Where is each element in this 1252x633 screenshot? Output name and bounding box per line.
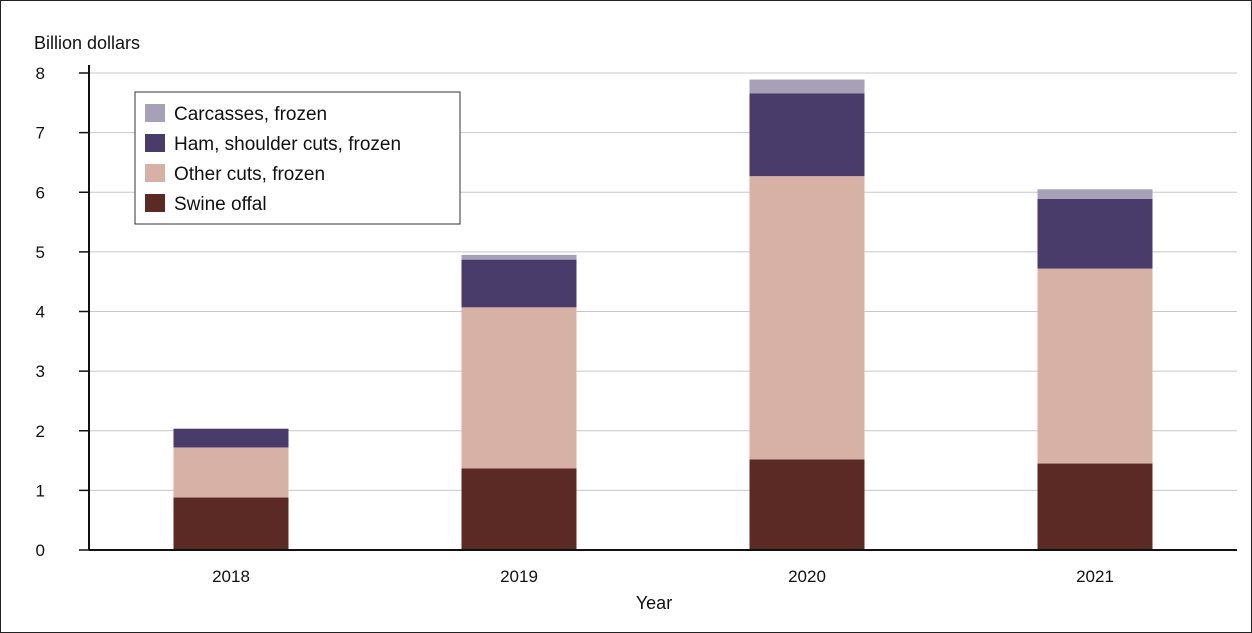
- bar-2019-ham-shoulder-cuts-frozen: [461, 259, 577, 308]
- y-tick-label-4: 4: [36, 303, 45, 322]
- x-axis-title: Year: [636, 593, 672, 613]
- x-tick-label-2018: 2018: [212, 567, 250, 586]
- y-tick-label-7: 7: [36, 124, 45, 143]
- legend: Carcasses, frozen Ham, shoulder cuts, fro…: [134, 91, 461, 225]
- y-tick-label-3: 3: [36, 362, 45, 381]
- x-tick-labels: 2018 2019 2020 2021: [212, 567, 1114, 586]
- legend-swatch-other-cuts-frozen: [145, 164, 165, 182]
- y-tick-label-1: 1: [36, 481, 45, 500]
- bar-2018-swine-offal: [173, 497, 289, 550]
- bar-2019-carcasses-frozen: [461, 254, 577, 260]
- legend-swatch-ham-shoulder-cuts-frozen: [145, 134, 165, 152]
- bar-2020-carcasses-frozen: [749, 79, 865, 94]
- y-tick-labels: 0 1 2 3 4 5 6 7 8: [36, 64, 89, 560]
- axes: [88, 65, 1237, 551]
- legend-label-swine-offal: Swine offal: [174, 194, 267, 215]
- y-tick-label-6: 6: [36, 183, 45, 202]
- legend-label-carcasses-frozen: Carcasses, frozen: [174, 104, 327, 125]
- bar-2018-ham-shoulder-cuts-frozen: [173, 428, 289, 448]
- bars: [173, 79, 1153, 550]
- bar-2021-other-cuts-frozen: [1037, 268, 1153, 464]
- legend-label-other-cuts-frozen: Other cuts, frozen: [174, 164, 325, 185]
- bar-2020-other-cuts-frozen: [749, 176, 865, 460]
- legend-swatch-carcasses-frozen: [145, 104, 165, 122]
- y-tick-label-2: 2: [36, 422, 45, 441]
- x-tick-label-2021: 2021: [1076, 567, 1114, 586]
- y-tick-label-8: 8: [36, 64, 45, 83]
- legend-label-ham-shoulder-cuts-frozen: Ham, shoulder cuts, frozen: [174, 134, 401, 155]
- bar-2021-ham-shoulder-cuts-frozen: [1037, 198, 1153, 269]
- y-tick-label-5: 5: [36, 243, 45, 262]
- bar-2020-ham-shoulder-cuts-frozen: [749, 93, 865, 177]
- bar-2018-carcasses-frozen: [173, 428, 289, 429]
- legend-swatch-swine-offal: [145, 194, 165, 212]
- bar-2019-other-cuts-frozen: [461, 307, 577, 469]
- x-tick-label-2020: 2020: [788, 567, 826, 586]
- y-tick-label-0: 0: [36, 541, 45, 560]
- legend-box: [134, 91, 461, 225]
- bar-2021-carcasses-frozen: [1037, 189, 1153, 199]
- y-axis-title: Billion dollars: [34, 33, 140, 53]
- bar-2020-swine-offal: [749, 459, 865, 550]
- x-tick-label-2019: 2019: [500, 567, 538, 586]
- bar-2018-other-cuts-frozen: [173, 447, 289, 498]
- bar-2021-swine-offal: [1037, 463, 1153, 550]
- bar-2019-swine-offal: [461, 468, 577, 550]
